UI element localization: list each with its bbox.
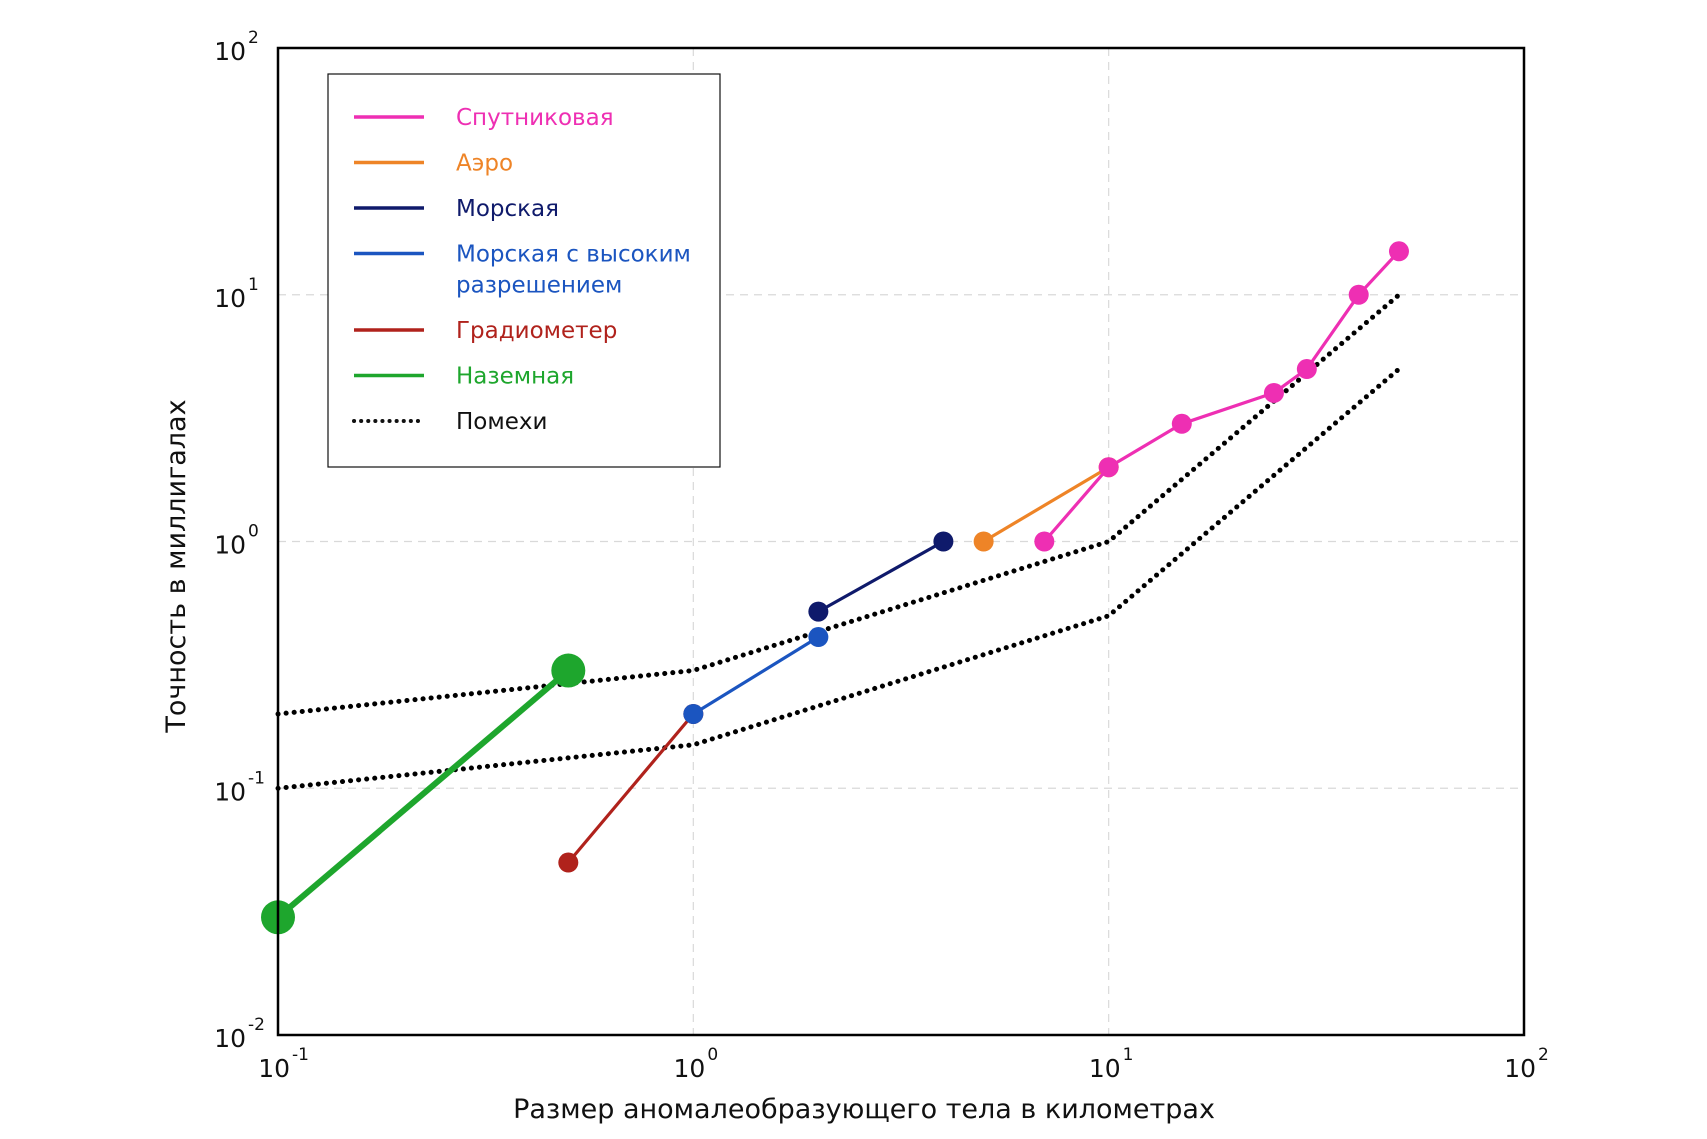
x-tick-label: 10 1 — [1089, 1045, 1134, 1083]
series-5-line — [276, 668, 571, 920]
series-4-line — [567, 712, 695, 864]
y-tick-label: 10 2 — [214, 28, 259, 66]
axis-ticks: 10 -1 10 0 10 1 10 210 -210 -110 010 110 2 — [214, 28, 1549, 1083]
y-tick-label: 10 0 — [214, 522, 259, 560]
x-tick-base: 10 — [1504, 1054, 1536, 1083]
y-tick-base: 10 — [214, 284, 246, 313]
series-0-point — [1171, 413, 1192, 434]
x-axis-title: Размер аномалеобразующего тела в километ… — [513, 1094, 1215, 1125]
noise-group — [275, 366, 1402, 791]
series-0-point — [1263, 382, 1284, 403]
series-2-point — [808, 601, 829, 622]
series-0-point — [1348, 284, 1369, 305]
y-tick-label: 10 1 — [214, 275, 259, 313]
noise-line — [275, 366, 1402, 791]
y-tick-exponent: 1 — [248, 275, 259, 295]
plot-frame — [276, 46, 1526, 1037]
x-tick-label: 10 0 — [674, 1045, 719, 1083]
series-3-line — [692, 635, 820, 716]
legend-item: Аэро — [354, 151, 513, 177]
series-0-point — [1098, 457, 1119, 478]
y-tick-base: 10 — [214, 531, 246, 560]
series-4-point — [558, 852, 579, 873]
legend-item: Помехи — [352, 409, 547, 435]
legend-item: Морская с высоким разрешением — [354, 242, 691, 299]
x-tick-base: 10 — [258, 1054, 290, 1083]
y-tick-label: 10 -1 — [214, 768, 265, 806]
legend-label: Аэро — [456, 151, 513, 177]
series-3-point — [683, 703, 704, 724]
x-tick-exponent: 1 — [1123, 1045, 1134, 1065]
x-tick-label: 10 -1 — [258, 1045, 309, 1083]
legend-label: Морская с высоким — [456, 242, 691, 268]
y-tick-exponent: 2 — [248, 28, 259, 48]
series-0-point — [1034, 531, 1055, 552]
y-axis-title: Точность в миллигалах — [161, 399, 192, 733]
y-tick-exponent: -1 — [248, 768, 265, 788]
y-tick-exponent: 0 — [248, 522, 259, 542]
y-tick-base: 10 — [214, 1024, 246, 1053]
legend-label: Градиометер — [456, 318, 617, 344]
y-tick-base: 10 — [214, 777, 246, 806]
x-tick-exponent: 0 — [707, 1045, 718, 1065]
series-3-group — [683, 627, 829, 724]
series-0-point — [1296, 359, 1317, 380]
legend-item: Градиометер — [354, 318, 617, 344]
legend-label: Морская — [456, 196, 559, 222]
series-3-point — [808, 627, 829, 648]
noise-line — [275, 292, 1402, 717]
legend: Спутниковая Аэро Морская Морская с высоким р… — [327, 73, 721, 468]
y-tick-exponent: -2 — [248, 1015, 265, 1035]
x-tick-base: 10 — [1089, 1054, 1121, 1083]
series-5-point — [551, 653, 586, 688]
series-0-group — [1034, 241, 1409, 552]
legend-label: Спутниковая — [456, 105, 614, 131]
legend-label: разрешением — [456, 273, 622, 299]
legend-label: Наземная — [456, 364, 574, 390]
y-tick-label: 10 -2 — [214, 1015, 265, 1053]
series-2-group — [808, 531, 954, 622]
series-1-line — [982, 465, 1110, 543]
series-0-point — [1388, 241, 1409, 262]
x-tick-base: 10 — [674, 1054, 706, 1083]
x-tick-exponent: 2 — [1538, 1045, 1549, 1065]
legend-item: Наземная — [354, 364, 574, 390]
series-1-point — [973, 531, 994, 552]
noise-group — [275, 292, 1402, 717]
legend-label: Помехи — [456, 409, 547, 435]
series-2-point — [933, 531, 954, 552]
x-tick-exponent: -1 — [292, 1045, 309, 1065]
x-tick-label: 10 2 — [1504, 1045, 1549, 1083]
legend-box — [327, 73, 721, 468]
y-tick-base: 10 — [214, 37, 246, 66]
series-2-line — [817, 540, 945, 613]
legend-item: Морская — [354, 196, 559, 222]
legend-item: Спутниковая — [354, 105, 614, 131]
